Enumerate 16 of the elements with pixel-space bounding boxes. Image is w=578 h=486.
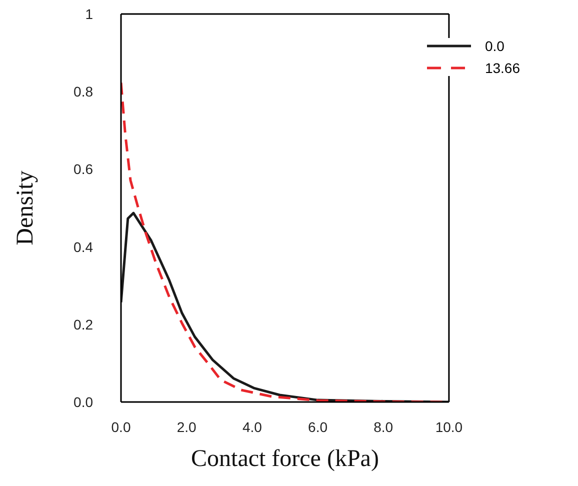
y-tick-label: 0.6	[74, 161, 94, 178]
x-tick-label: 6.0	[308, 418, 328, 435]
x-tick-label: 10.0	[435, 418, 463, 435]
legend-label: 0.0	[484, 38, 504, 54]
x-axis-title: Contact force (kPa)	[191, 446, 379, 472]
x-tick-label: 4.0	[242, 418, 262, 435]
x-tick-label: 2.0	[176, 418, 197, 435]
y-tick-label: 0.0	[74, 394, 94, 410]
y-tick-label: 0.4	[74, 238, 94, 255]
y-tick-label: 0.8	[74, 84, 94, 100]
legend-label: 13.66	[484, 60, 520, 76]
y-tick-label: 0.2	[74, 316, 94, 332]
x-tick-label: 8.0	[374, 418, 394, 435]
y-axis-title: Density	[12, 170, 39, 246]
x-tick-label: 0.0	[111, 418, 131, 435]
y-tick-label: 1	[85, 6, 94, 22]
